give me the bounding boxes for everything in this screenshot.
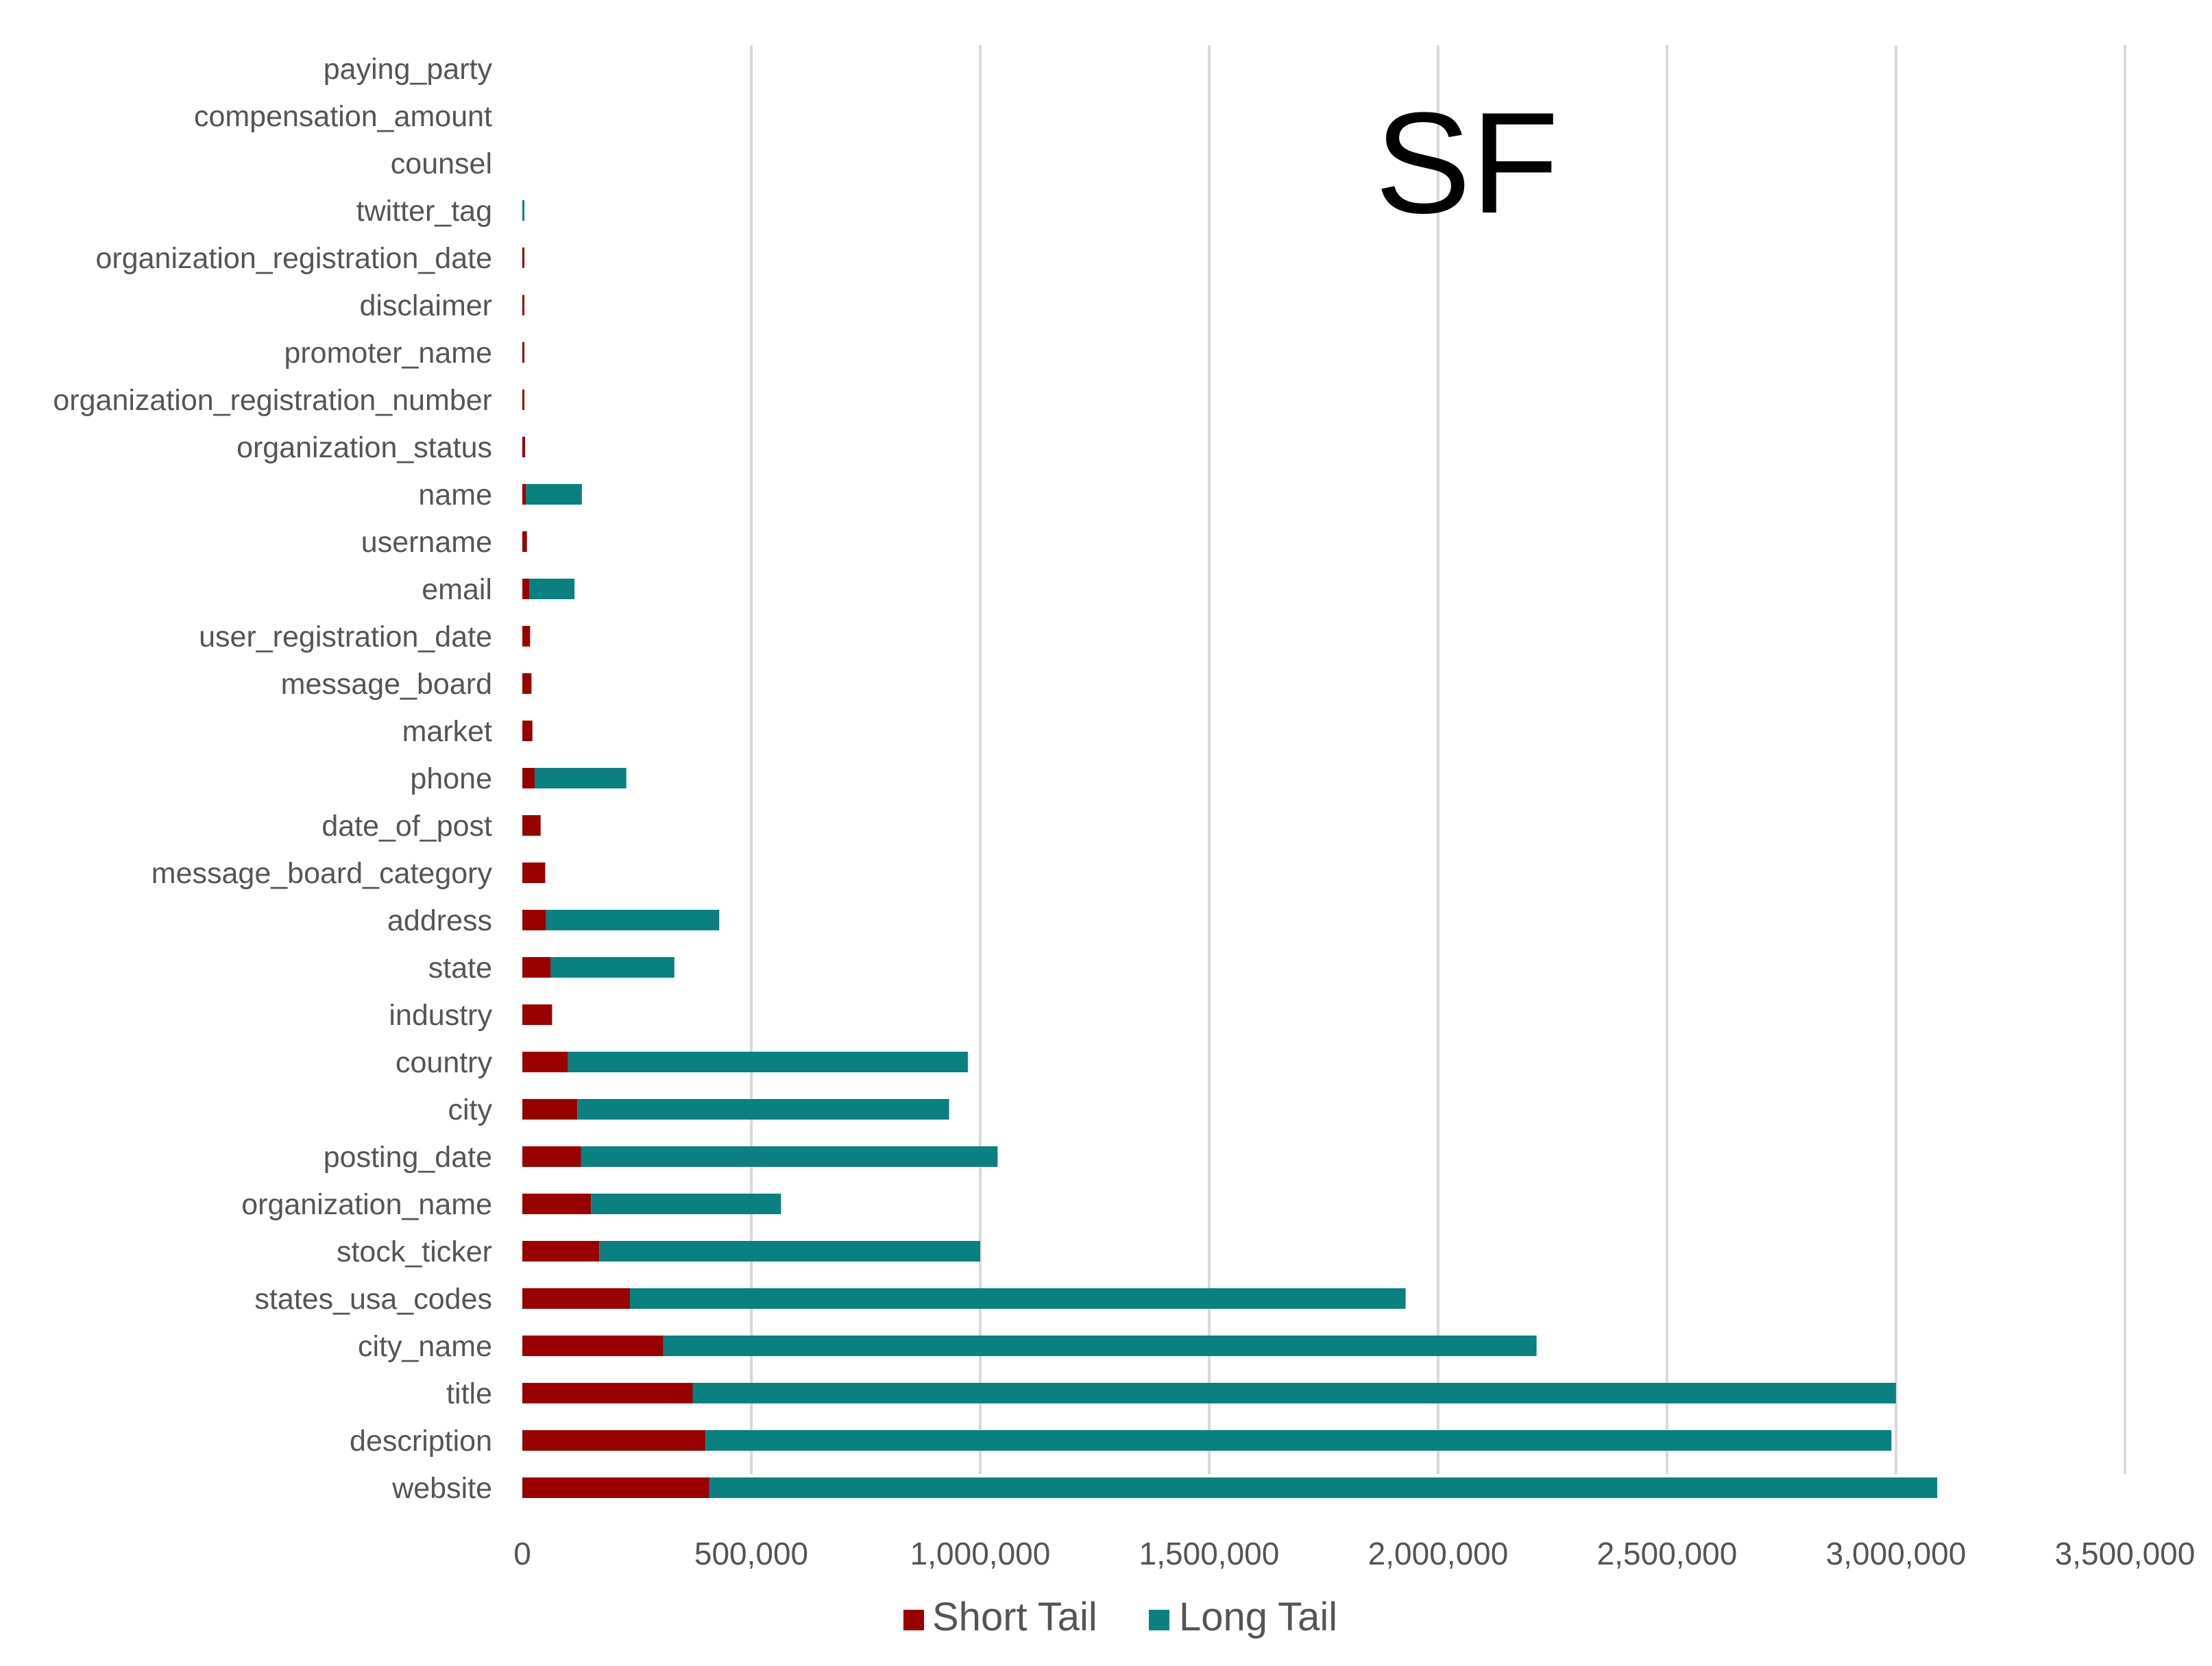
bar-long-tail xyxy=(705,1430,1892,1451)
bar-short-tail xyxy=(522,1383,693,1403)
category-label: date_of_post xyxy=(321,810,492,843)
category-label: city xyxy=(448,1094,493,1126)
category-label: website xyxy=(391,1472,492,1505)
category-label: phone xyxy=(410,762,492,795)
category-label: country xyxy=(396,1046,493,1079)
bar-long-tail xyxy=(550,957,674,978)
category-label: disclaimer xyxy=(359,289,492,322)
bar-long-tail xyxy=(535,768,627,788)
legend-label-short-tail: Short Tail xyxy=(932,1595,1097,1639)
x-tick-label: 1,500,000 xyxy=(1139,1536,1280,1571)
bar-short-tail xyxy=(522,768,535,788)
category-label: state xyxy=(428,952,492,985)
bar-short-tail xyxy=(522,1146,581,1167)
category-label: organization_status xyxy=(236,431,492,464)
legend: Short Tail Long Tail xyxy=(903,1595,1337,1639)
bar-long-tail xyxy=(692,1383,1896,1403)
bar-short-tail xyxy=(522,342,524,363)
bar-short-tail xyxy=(522,484,526,505)
x-axis-ticks: 0 500,000 1,000,000 1,500,000 2,000,000 2,500… xyxy=(513,1536,2195,1571)
category-label: industry xyxy=(389,999,492,1032)
category-label: promoter_name xyxy=(284,337,492,370)
bar-long-tail xyxy=(546,910,720,930)
category-label: message_board xyxy=(281,668,492,701)
bar-short-tail xyxy=(522,862,546,883)
bar-long-tail xyxy=(599,1241,980,1261)
category-label: posting_date xyxy=(324,1141,492,1174)
bar-long-tail xyxy=(581,1146,998,1167)
bar-short-tail xyxy=(522,815,541,836)
category-label: paying_party xyxy=(324,53,493,86)
bar-long-tail xyxy=(591,1194,781,1214)
bar-short-tail xyxy=(522,389,524,410)
bar-long-tail xyxy=(663,1336,1537,1356)
category-label: email xyxy=(422,573,492,606)
category-label: counsel xyxy=(391,147,492,180)
bar-short-tail xyxy=(522,1477,709,1498)
category-label: compensation_amount xyxy=(194,100,492,133)
category-label: username xyxy=(361,526,492,559)
category-label: message_board_category xyxy=(151,857,493,890)
category-label: user_registration_date xyxy=(199,620,492,653)
x-tick-label: 2,000,000 xyxy=(1368,1536,1509,1571)
bar-long-tail xyxy=(522,200,524,221)
x-tick-label: 500,000 xyxy=(694,1536,808,1571)
legend-swatch-long-tail xyxy=(1149,1610,1169,1630)
legend-swatch-short-tail xyxy=(903,1610,924,1630)
bar-short-tail xyxy=(522,248,524,268)
bar-short-tail xyxy=(522,673,532,694)
x-tick-label: 0 xyxy=(513,1536,531,1571)
bar-short-tail xyxy=(522,1052,568,1072)
x-tick-label: 2,500,000 xyxy=(1597,1536,1738,1571)
bar-short-tail xyxy=(522,1099,578,1120)
bar-short-tail xyxy=(522,531,527,552)
category-label: twitter_tag xyxy=(356,195,492,228)
gridlines xyxy=(750,45,2126,1474)
category-label: description xyxy=(350,1425,492,1458)
x-tick-label: 3,000,000 xyxy=(1826,1536,1967,1571)
bar-short-tail xyxy=(522,1336,664,1356)
category-label: organization_registration_number xyxy=(53,384,492,417)
category-label: city_name xyxy=(358,1330,492,1363)
bar-short-tail xyxy=(522,957,551,978)
bar-short-tail xyxy=(522,626,531,647)
bar-long-tail xyxy=(709,1477,1938,1498)
category-label: stock_ticker xyxy=(337,1235,492,1268)
bar-short-tail xyxy=(522,579,530,599)
bar-short-tail xyxy=(522,1004,552,1025)
category-label: organization_name xyxy=(241,1188,492,1221)
category-label: states_usa_codes xyxy=(254,1283,492,1316)
chart-title: SF xyxy=(1375,82,1559,243)
bar-short-tail xyxy=(522,1241,600,1261)
bar-long-tail xyxy=(529,579,575,599)
bar-short-tail xyxy=(522,437,526,457)
bar-long-tail xyxy=(526,484,582,505)
bar-short-tail xyxy=(522,1288,630,1309)
bar-short-tail xyxy=(522,910,546,930)
bars xyxy=(522,200,1938,1498)
category-label: title xyxy=(446,1377,492,1410)
bar-short-tail xyxy=(522,1430,706,1451)
bar-short-tail xyxy=(522,1194,592,1214)
legend-label-long-tail: Long Tail xyxy=(1179,1595,1337,1639)
category-label: address xyxy=(387,904,492,937)
x-tick-label: 3,500,000 xyxy=(2055,1536,2196,1571)
x-tick-label: 1,000,000 xyxy=(910,1536,1051,1571)
bar-long-tail xyxy=(577,1099,949,1120)
category-label: name xyxy=(418,479,492,511)
category-label: organization_registration_date xyxy=(95,242,492,275)
bar-short-tail xyxy=(522,295,524,315)
bar-short-tail xyxy=(522,721,533,741)
bar-long-tail xyxy=(629,1288,1406,1309)
bar-long-tail xyxy=(568,1052,968,1072)
category-label: market xyxy=(402,715,492,748)
